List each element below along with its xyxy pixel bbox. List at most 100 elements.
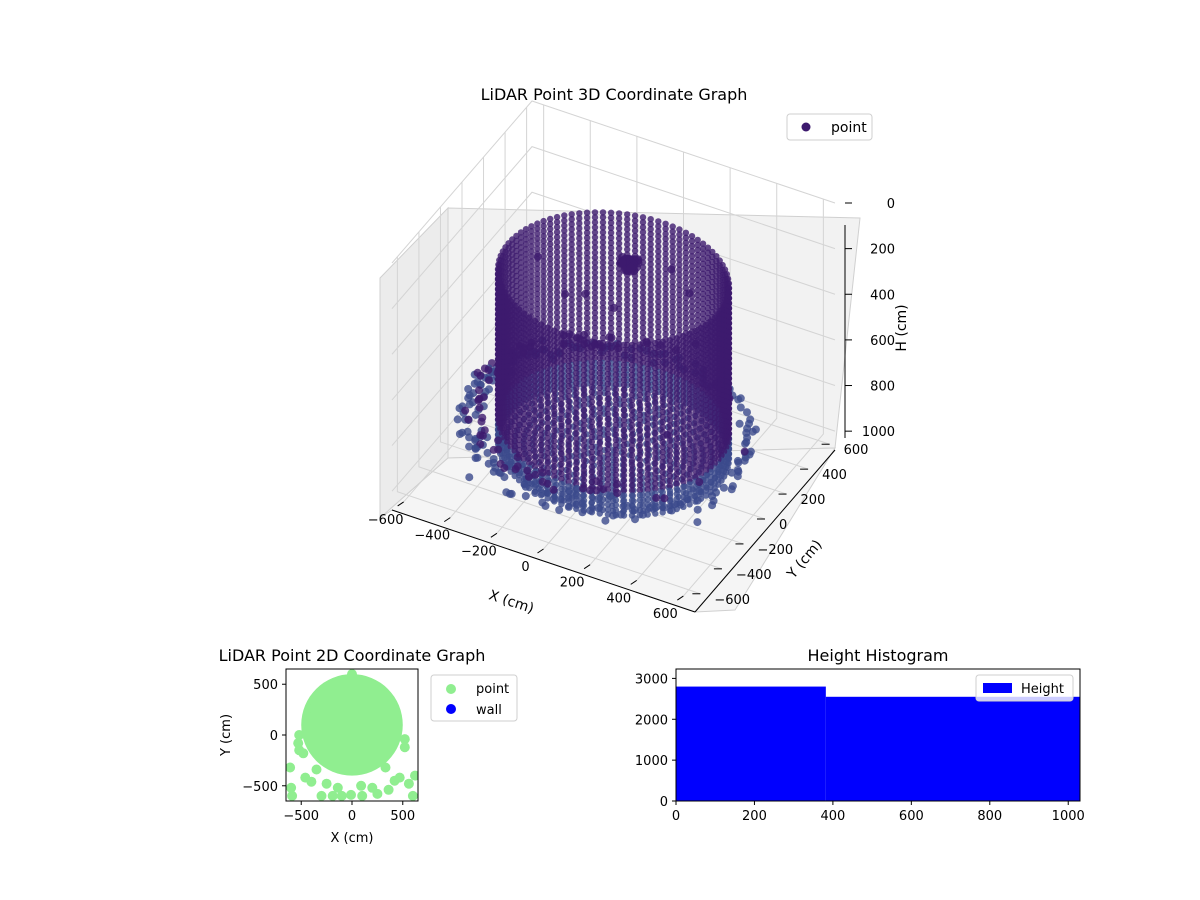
point-3d-863 [699,295,707,303]
legend-2d-label-wall: wall [476,703,502,718]
point-3d-2641 [702,386,710,394]
point-3d-382 [662,230,669,238]
point-3d-2650 [702,432,710,439]
point-3d-3576 [565,377,572,385]
point-3d-2655 [702,457,710,464]
point-3d-3862 [579,484,588,493]
point-3d-1081 [528,288,535,295]
point-3d-433 [583,279,591,287]
x-tick-label-hist-3: 600 [899,809,924,824]
point-3d-3084 [673,435,680,442]
point-3d-3034 [520,360,528,367]
point-3d-3213 [531,433,539,440]
point-3d-2656 [702,462,710,469]
point-3d-3069 [673,360,680,367]
point-3d-3884 [594,504,603,513]
point-3d-2649 [702,427,710,434]
point-3d-176 [639,269,647,276]
point-3d-3218 [531,458,539,465]
point-3d-3683 [612,376,620,383]
point-3d-3353 [544,359,551,367]
point-3d-3042 [520,400,528,408]
point-3d-3880 [623,501,632,510]
point-3d-3571 [565,352,572,360]
point-3d-3471 [636,411,644,418]
point-3d-902 [540,263,547,270]
point-3d-3682 [612,371,620,378]
point-3d-3738 [580,462,588,469]
point-3d-747 [553,309,561,316]
point-3d-2943 [515,346,523,353]
point-3d-3117 [526,354,533,361]
point-3d-3518 [558,445,565,453]
point-3d-2971 [473,453,482,462]
point-3d-3590 [565,448,572,455]
point-3d-2736 [697,415,705,422]
point-3d-318 [655,268,662,275]
point-3d-3588 [565,438,572,445]
point-3d-2742 [697,445,705,452]
point-3d-3825 [596,349,603,357]
point-3d-542 [676,281,683,288]
histogram-title: Height Histogram [808,646,949,665]
point-3d-2913 [686,415,693,423]
point-3d-3633 [620,492,628,499]
point-3d-551 [676,326,683,334]
point-3d-183 [639,304,647,311]
point-3d-614 [682,269,690,277]
point-3d-475 [669,313,676,321]
point-3d-2853 [471,444,480,453]
point-3d-1072 [528,243,535,250]
point-3d-3656 [573,410,580,417]
point-3d-2854 [511,302,518,309]
point-3d-3134 [526,439,533,447]
point-3d-2925 [686,476,693,483]
point-3d-3190 [531,317,539,325]
point-3d-2737 [697,420,705,427]
point-2d-3 [327,790,338,801]
point-3d-3389 [644,370,651,378]
point-3d-383 [662,235,669,243]
point-3d-3506 [558,385,565,392]
point-3d-3206 [531,398,539,405]
point-3d-3556 [628,467,636,474]
point-3d-867 [699,315,707,323]
point-3d-3521 [558,460,565,468]
point-3d-859 [699,275,707,282]
point-3d-496 [576,220,583,227]
point-3d-2811 [692,357,699,365]
point-3d-995 [534,300,541,308]
point-3d-132 [615,220,623,227]
point-3d-2980 [680,338,687,345]
point-3d-535 [676,246,683,253]
point-3d-3199 [531,363,539,370]
point-3d-3497 [558,340,565,347]
point-3d-3560 [628,487,636,494]
x-tick-label-2d-0: −500 [283,809,319,824]
point-3d-202 [607,209,615,216]
point-3d-575 [568,231,575,238]
chart-histogram: Height Histogram 0 200 400 600 800 1000010002… [635,646,1085,824]
point-3d-905 [540,278,547,285]
point-3d-2950 [515,381,523,388]
point-3d-365 [591,309,599,316]
point-3d-3711 [652,503,661,511]
point-3d-582 [568,266,575,273]
point-3d-3421 [551,332,558,339]
point-3d-458 [669,228,676,235]
point-3d-3642 [573,339,580,347]
x-tick-label-hist-0: 0 [672,809,680,824]
point-2d-2 [316,790,327,801]
point-3d-2898 [686,340,693,347]
point-3d-3768 [604,431,612,438]
point-3d-3733 [580,437,588,444]
point-3d-3279 [537,361,545,368]
point-3d-3785 [606,492,615,501]
point-3d-989 [534,270,541,277]
point-3d-118 [631,327,639,335]
point-3d-584 [568,276,575,283]
point-3d-3391 [644,380,651,388]
point-3d-3171 [666,452,674,459]
point-3d-703 [688,318,696,325]
point-3d-3136 [526,449,533,457]
